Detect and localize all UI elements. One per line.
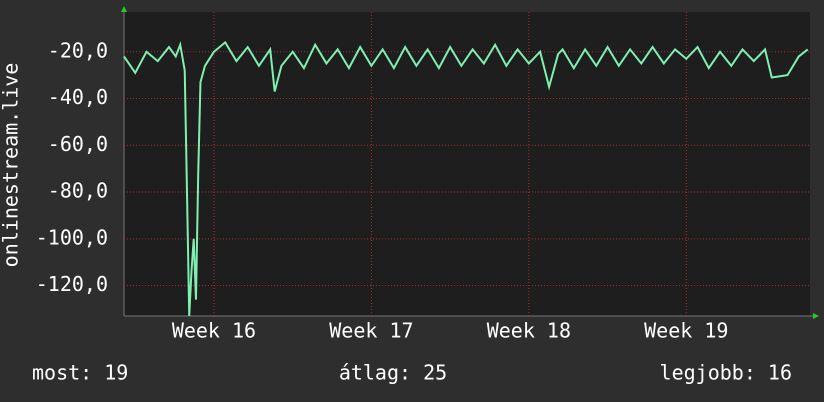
y-axis-title: onlinestream.live — [0, 63, 23, 268]
y-tick-label: -20,0 — [48, 38, 108, 62]
x-tick-label: Week 17 — [329, 319, 413, 343]
y-tick-label: -100,0 — [36, 225, 108, 249]
footer-best: legjobb: 16 — [660, 361, 792, 385]
series-line — [123, 40, 809, 317]
x-axis-arrow — [813, 313, 819, 319]
y-tick-label: -80,0 — [48, 179, 108, 203]
x-tick-label: Week 19 — [644, 319, 728, 343]
x-tick-label: Week 16 — [172, 319, 256, 343]
y-tick-label: -40,0 — [48, 85, 108, 109]
x-tick-label: Week 18 — [487, 319, 571, 343]
plot-area — [124, 12, 810, 316]
y-tick-label: -120,0 — [36, 272, 108, 296]
footer-average: átlag: 25 — [339, 361, 447, 385]
y-tick-label: -60,0 — [48, 132, 108, 156]
y-axis-arrow — [121, 6, 127, 12]
footer-current: most: 19 — [32, 361, 128, 385]
